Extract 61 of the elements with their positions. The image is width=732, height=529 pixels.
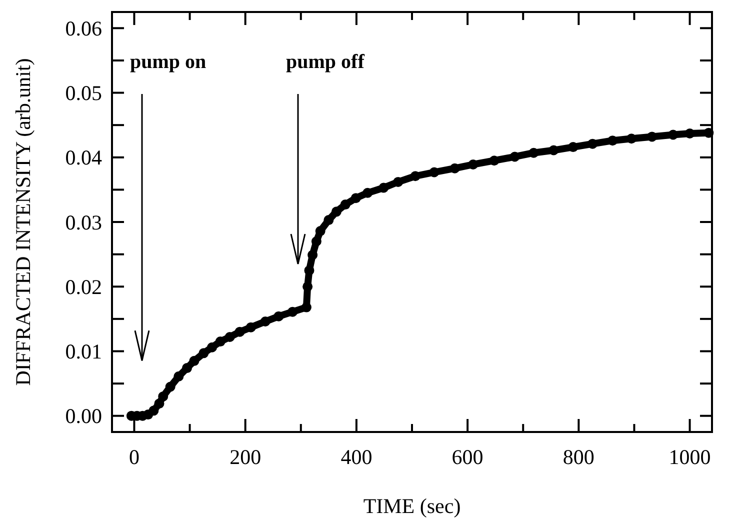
- point: [378, 182, 389, 193]
- point: [528, 148, 539, 158]
- x-tick-label: 600: [452, 445, 484, 469]
- point: [668, 130, 678, 140]
- point: [468, 159, 478, 170]
- point: [568, 142, 578, 152]
- x-tick-label: 200: [230, 445, 262, 469]
- text: 0.00: [65, 404, 102, 428]
- point: [340, 200, 350, 210]
- point: [148, 406, 159, 416]
- point: [311, 236, 322, 246]
- point: [362, 188, 373, 198]
- point: [189, 356, 200, 366]
- x-tick-label: 1000: [668, 445, 711, 469]
- x-axis-title: TIME (sec): [363, 494, 461, 518]
- point: [246, 322, 256, 332]
- y-tick-label: 0.01: [65, 340, 102, 364]
- point: [301, 302, 312, 312]
- point: [588, 138, 598, 149]
- annotation: pump off: [286, 51, 365, 73]
- point: [331, 206, 342, 217]
- point: [704, 128, 714, 138]
- point: [489, 156, 500, 166]
- point: [647, 132, 657, 142]
- x-tick-label: 400: [340, 445, 372, 469]
- point: [410, 171, 420, 182]
- point: [207, 342, 217, 352]
- point: [198, 348, 209, 358]
- point: [174, 371, 184, 382]
- point: [324, 215, 334, 226]
- point: [158, 391, 168, 402]
- point: [315, 226, 326, 236]
- point: [510, 152, 520, 162]
- point: [165, 382, 176, 392]
- x-tick-label: 0: [128, 445, 140, 469]
- point: [288, 306, 298, 317]
- point: [350, 193, 361, 204]
- point: [224, 332, 235, 342]
- y-tick-label: 0.04: [65, 146, 102, 170]
- y-tick-label: 0.06: [65, 16, 102, 41]
- point: [215, 336, 226, 347]
- point: [308, 250, 318, 260]
- y-axis-title: DIFFRACTED INTENSITY (arb.unit): [11, 58, 35, 386]
- point: [182, 363, 192, 374]
- y-tick-label: 0.02: [65, 274, 102, 299]
- point: [260, 316, 270, 327]
- point: [548, 145, 559, 156]
- x-tick-label: 800: [562, 445, 594, 469]
- point: [274, 311, 284, 322]
- point: [302, 282, 313, 292]
- annotation: pump on: [130, 51, 206, 73]
- point: [608, 136, 618, 146]
- point: [626, 134, 636, 144]
- point: [429, 167, 440, 178]
- point: [450, 163, 460, 174]
- point: [393, 176, 404, 187]
- y-tick-label: 0.03: [65, 210, 102, 234]
- point: [234, 326, 245, 337]
- point: [304, 265, 314, 276]
- point: [684, 128, 695, 138]
- y-tick-label: 0.05: [65, 81, 102, 106]
